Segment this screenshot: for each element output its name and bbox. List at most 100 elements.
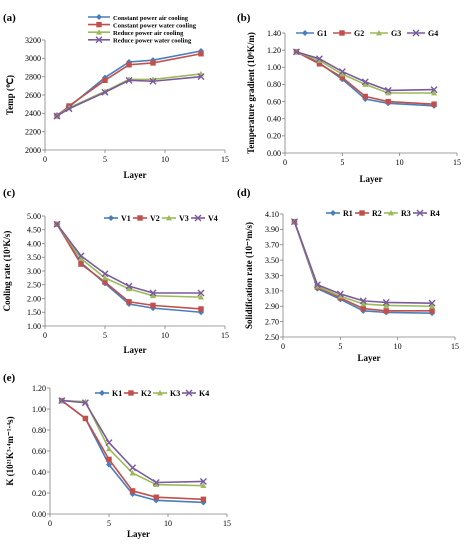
data-point xyxy=(360,305,366,312)
legend-label: G3 xyxy=(391,29,401,38)
series-k3 xyxy=(58,397,207,489)
data-point xyxy=(105,439,113,447)
chart-panel-2: 0.00 0.20 0.40 0.60 0.80 1.00 1.20 1.40 0 5 10 15 La… xyxy=(246,29,461,184)
x-tick-label: 5 xyxy=(103,331,107,340)
x-axis-label: Layer xyxy=(124,170,147,180)
legend-label: V3 xyxy=(179,214,189,223)
data-point xyxy=(431,90,438,96)
panel-label-b: (b) xyxy=(237,12,251,24)
series-line xyxy=(296,51,435,94)
legend-label: Reduce power air cooling xyxy=(113,30,184,37)
y-axis-label: K (10²¹K³·⁴m⁻¹·⁴s) xyxy=(5,416,15,485)
legend-entry: K2 xyxy=(124,389,151,398)
data-point xyxy=(106,445,112,452)
y-tick-label: 2.50 xyxy=(27,281,41,290)
data-point xyxy=(126,299,132,305)
x-tick-label: 15 xyxy=(451,342,459,351)
data-point xyxy=(81,399,89,407)
chart-panel-4: 2.50 2.70 2.90 3.10 3.30 3.50 3.70 3.90 4.10 0 5 10… xyxy=(244,209,459,363)
x-tick-label: 5 xyxy=(103,155,107,164)
legend-marker xyxy=(330,210,336,216)
legend-marker xyxy=(388,210,394,216)
legend-label: V1 xyxy=(121,214,131,223)
legend-entry: V3 xyxy=(162,214,189,223)
data-point xyxy=(149,289,157,297)
legend-entry: G3 xyxy=(370,29,401,38)
data-point xyxy=(431,101,437,107)
y-tick-label: 0.00 xyxy=(267,149,281,158)
series-v2 xyxy=(54,221,204,312)
data-point xyxy=(106,456,112,463)
data-point xyxy=(153,481,160,487)
y-tick-label: 1.00 xyxy=(32,405,46,414)
data-point xyxy=(430,86,438,94)
data-point xyxy=(152,479,160,486)
data-point xyxy=(385,98,391,105)
y-tick-label: 0.80 xyxy=(32,426,46,435)
series-line xyxy=(296,51,435,105)
legend-entry: V1 xyxy=(104,214,131,223)
chart-panel-5: 0.00 0.20 0.40 0.60 0.80 1.00 1.20 0 5 10 15 Layer K… xyxy=(5,384,231,539)
data-point xyxy=(125,282,133,290)
y-tick-label: 1.20 xyxy=(32,384,46,393)
y-tick-label: 1.50 xyxy=(27,308,41,317)
legend-marker xyxy=(194,214,202,222)
y-tick-label: 2000 xyxy=(25,146,41,155)
legend-label: R2 xyxy=(372,209,382,218)
y-tick-label: 0.20 xyxy=(32,489,46,498)
x-tick-label: 5 xyxy=(340,158,344,167)
series-k2 xyxy=(59,397,207,502)
legend-marker xyxy=(128,390,134,396)
series-line xyxy=(56,75,202,117)
series-v4 xyxy=(53,220,205,297)
series-k4 xyxy=(58,397,207,486)
legend-marker xyxy=(339,30,345,36)
legend-label: Constant power water cooling xyxy=(113,22,197,29)
data-point xyxy=(339,71,346,77)
legend-label: G2 xyxy=(354,29,364,38)
data-point xyxy=(290,218,298,226)
data-point xyxy=(199,477,207,485)
x-tick-label: 10 xyxy=(394,342,402,351)
y-tick-label: 1.00 xyxy=(267,63,281,72)
chart-panel-3: 1.00 1.50 2.00 2.50 3.00 3.50 4.00 4.50 5.00 0 5 10… xyxy=(2,212,229,355)
data-point xyxy=(198,294,204,300)
data-point xyxy=(383,308,389,314)
data-point xyxy=(383,302,390,308)
y-tick-label: 0.80 xyxy=(267,80,281,89)
y-tick-label: 3.30 xyxy=(265,271,279,280)
data-point xyxy=(78,261,84,267)
data-point xyxy=(53,112,61,120)
y-tick-label: 3.70 xyxy=(265,241,279,250)
x-axis-label: Layer xyxy=(127,529,150,539)
data-point xyxy=(362,93,368,100)
data-point xyxy=(126,285,132,292)
y-tick-label: 3.10 xyxy=(265,287,279,296)
x-tick-label: 10 xyxy=(161,331,169,340)
data-point xyxy=(361,78,369,86)
legend-label: K3 xyxy=(170,389,180,398)
x-tick-label: 15 xyxy=(221,155,229,164)
series-reduce-power-water-cooling xyxy=(53,73,205,120)
series-constant-power-air-cooling xyxy=(54,48,204,119)
series-v3 xyxy=(54,221,204,300)
y-tick-label: 0.20 xyxy=(267,132,281,141)
y-tick-label: 0.60 xyxy=(267,97,281,106)
y-axis-label: Temperature gradient (10⁶K/m) xyxy=(246,32,256,154)
series-line xyxy=(61,399,204,487)
chart-panel-1: 2000 2200 2400 2600 2800 3000 3200 0 5 10 15 Layer T… xyxy=(5,14,229,180)
legend-entry: K3 xyxy=(153,389,180,398)
data-point xyxy=(359,297,367,305)
x-tick-label: 10 xyxy=(161,155,169,164)
legend-marker xyxy=(359,210,365,216)
data-point xyxy=(200,496,207,502)
x-axis-label: Layer xyxy=(124,345,147,355)
legend-label: R4 xyxy=(430,209,440,218)
x-tick-label: 15 xyxy=(221,331,229,340)
data-point xyxy=(53,220,61,228)
panel-label-e: (e) xyxy=(3,372,16,384)
legend-entry: Constant power air cooling xyxy=(88,14,189,22)
series-line xyxy=(296,51,435,92)
legend-entry: V2 xyxy=(133,214,160,223)
data-point xyxy=(384,86,392,94)
